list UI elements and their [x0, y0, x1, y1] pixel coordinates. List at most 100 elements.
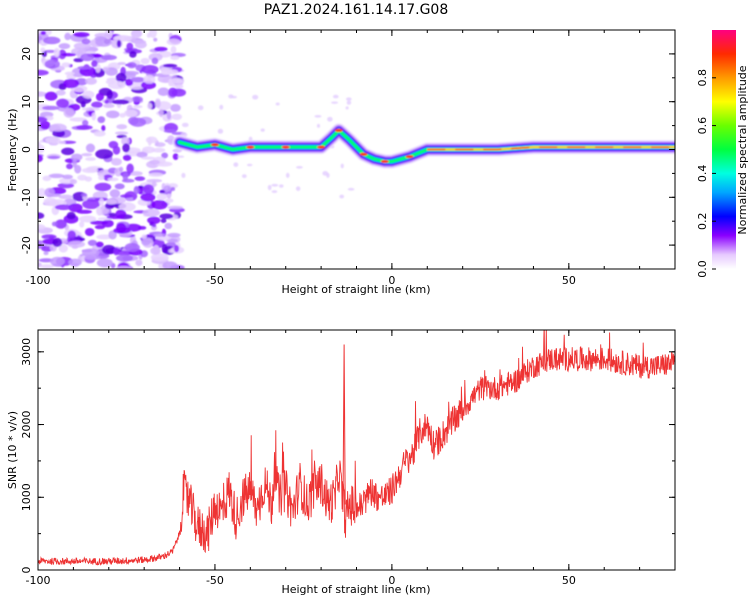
noise-blob: [138, 185, 144, 189]
noise-blob: [44, 91, 58, 101]
snr-xtick-label: -100: [26, 574, 51, 587]
noise-blob: [57, 182, 75, 189]
noise-blob: [122, 154, 132, 161]
noise-blob: [91, 112, 97, 121]
noise-blob: [112, 99, 130, 105]
noise-blob: [147, 216, 161, 225]
noise-blob: [113, 227, 131, 234]
noise-blob: [77, 66, 92, 70]
noise-blob: [108, 196, 126, 204]
noise-blob: [40, 264, 54, 269]
colorbar-gradient: [712, 30, 736, 269]
ridge-core-red: [427, 146, 675, 151]
noise-blob: [91, 101, 103, 108]
noise-blob: [73, 32, 90, 38]
noise-blob: [347, 187, 355, 191]
noise-blob: [126, 163, 134, 174]
noise-blob: [140, 193, 156, 202]
spectrogram-ytick-label: 20: [20, 47, 33, 61]
noise-blob: [271, 190, 278, 194]
noise-blob: [129, 117, 147, 127]
noise-blob: [217, 128, 224, 134]
noise-blob: [67, 230, 77, 240]
noise-blob: [126, 42, 134, 51]
noise-blob: [228, 94, 234, 99]
noise-blob: [327, 116, 333, 122]
snr-ytick-label: 2000: [20, 411, 33, 439]
noise-blob: [44, 59, 60, 69]
noise-blob: [58, 194, 74, 200]
noise-blob: [93, 130, 106, 137]
noise-blob: [161, 152, 169, 159]
noise-blob: [91, 60, 98, 68]
noise-blob: [118, 166, 124, 172]
noise-blob: [81, 107, 100, 111]
noise-blob: [81, 152, 93, 157]
noise-blob: [43, 197, 58, 207]
noise-blob: [77, 174, 88, 181]
noise-blob: [64, 32, 72, 41]
noise-blob: [331, 101, 339, 104]
noise-blob: [69, 178, 78, 185]
noise-blob: [102, 67, 110, 72]
noise-blob: [138, 225, 147, 230]
noise-blob: [83, 256, 101, 260]
noise-blob: [340, 163, 344, 169]
noise-blob: [153, 37, 158, 42]
noise-blob: [108, 230, 117, 240]
noise-blob: [316, 123, 321, 128]
noise-blob: [151, 57, 159, 65]
noise-blob: [154, 99, 161, 108]
noise-blob: [158, 108, 164, 118]
noise-blob: [141, 234, 147, 240]
noise-blob: [339, 194, 345, 199]
snr-ytick-label: 0: [20, 567, 33, 574]
noise-blob: [38, 212, 45, 219]
noise-blob: [159, 213, 174, 220]
noise-blob: [95, 241, 104, 248]
noise-blob: [181, 172, 186, 178]
colorbar-tick-label: 0.0: [696, 260, 709, 278]
noise-blob: [82, 199, 101, 210]
noise-blob: [52, 237, 63, 248]
noise-blob: [63, 78, 80, 89]
noise-blob: [134, 176, 146, 181]
noise-blob: [136, 151, 148, 158]
noise-blob: [38, 154, 43, 163]
noise-blob: [41, 234, 57, 240]
noise-blob: [79, 220, 85, 228]
noise-blob: [134, 40, 147, 49]
colorbar-tick-label: 0.2: [696, 212, 709, 230]
noise-blob: [106, 215, 124, 220]
ridge-peak: [380, 159, 389, 164]
noise-blob: [117, 61, 126, 66]
noise-blob: [90, 74, 97, 78]
noise-blob: [94, 36, 107, 42]
noise-blob: [51, 221, 58, 227]
noise-blob: [150, 247, 161, 255]
colorbar-tick-label: 0.6: [696, 117, 709, 135]
noise-blob: [98, 174, 105, 181]
noise-blob: [38, 224, 46, 230]
noise-blob: [107, 177, 119, 182]
noise-blob: [166, 110, 172, 120]
noise-blob: [40, 47, 46, 53]
snr-series-line: [38, 330, 675, 566]
noise-blob: [113, 247, 120, 256]
noise-blob: [163, 185, 171, 192]
noise-blob: [141, 156, 156, 160]
noise-blob: [246, 163, 253, 167]
noise-blob: [39, 120, 51, 130]
snr-xlabel: Height of straight line (km): [281, 583, 430, 596]
noise-blob: [49, 123, 67, 132]
noise-blob: [38, 69, 49, 76]
noise-blob: [126, 61, 137, 69]
noise-blob: [271, 183, 279, 187]
noise-blob: [38, 91, 48, 97]
snr-ylabel: SNR (10 * v/v): [6, 411, 19, 489]
noise-blob: [76, 209, 93, 214]
noise-blob: [143, 74, 156, 84]
noise-blob: [115, 265, 133, 269]
noise-blob: [135, 259, 143, 266]
